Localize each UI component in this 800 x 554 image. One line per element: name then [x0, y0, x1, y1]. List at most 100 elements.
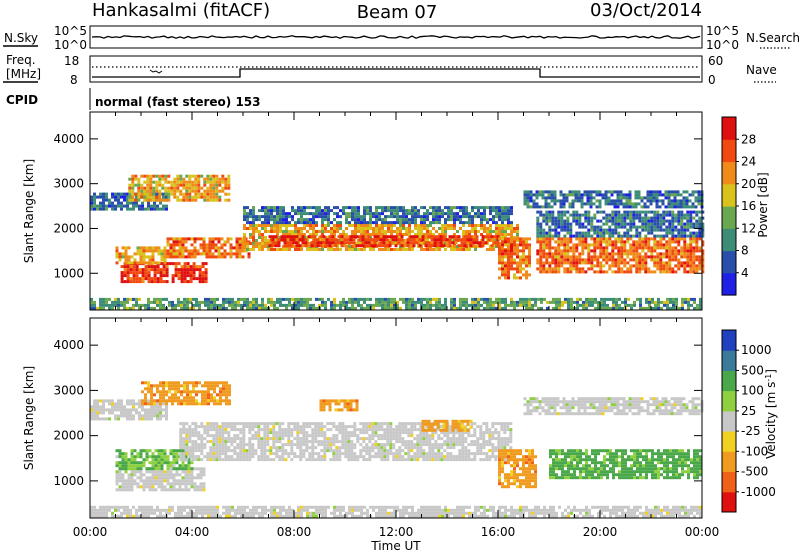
data-cell: [412, 238, 416, 242]
data-cell: [646, 193, 650, 197]
data-cell: [111, 204, 114, 208]
data-cell: [483, 300, 486, 304]
data-cell: [297, 248, 300, 251]
data-cell: [616, 196, 620, 200]
data-cell: [311, 440, 315, 444]
data-cell: [656, 264, 660, 268]
data-cell: [408, 218, 411, 222]
data-cell: [185, 183, 189, 187]
data-cell: [686, 246, 690, 250]
data-cell: [317, 443, 321, 447]
data-cell: [501, 243, 504, 247]
data-cell: [674, 270, 678, 274]
data-cell: [420, 242, 423, 245]
data-cell: [523, 193, 527, 197]
data-cell: [299, 458, 303, 462]
data-cell: [361, 241, 365, 245]
data-cell: [175, 482, 179, 486]
data-cell: [162, 297, 165, 301]
data-cell: [695, 258, 699, 262]
data-cell: [266, 455, 270, 459]
data-cell: [230, 428, 234, 432]
data-cell: [175, 473, 179, 477]
data-cell: [375, 218, 378, 222]
data-cell: [614, 264, 618, 268]
data-cell: [139, 464, 143, 468]
data-cell: [587, 228, 591, 232]
data-cell: [343, 241, 347, 245]
data-cell: [498, 215, 501, 219]
data-cell: [599, 252, 603, 256]
data-cell: [662, 216, 666, 220]
data-cell: [393, 221, 396, 225]
data-cell: [287, 425, 291, 429]
data-cell: [315, 206, 318, 210]
data-cell: [306, 303, 309, 307]
data-cell: [139, 449, 143, 453]
data-cell: [202, 252, 206, 256]
data-cell: [187, 461, 191, 465]
data-cell: [659, 270, 663, 274]
data-cell: [457, 235, 461, 239]
data-cell: [593, 231, 597, 235]
data-cell: [279, 248, 282, 251]
data-cell: [424, 241, 428, 245]
data-cell: [635, 210, 639, 214]
data-cell: [302, 425, 306, 429]
data-cell: [679, 193, 683, 197]
data-cell: [406, 244, 410, 248]
data-cell: [510, 249, 513, 253]
data-cell: [227, 434, 231, 438]
data-cell: [463, 235, 467, 239]
data-cell: [662, 222, 666, 226]
data-cell: [498, 267, 501, 271]
data-cell: [361, 235, 365, 239]
data-cell: [184, 255, 188, 259]
data-cell: [300, 215, 303, 219]
data-cell: [510, 236, 513, 239]
data-cell: [312, 303, 315, 307]
data-cell: [343, 235, 347, 239]
data-cell: [166, 240, 170, 244]
data-cell: [507, 261, 510, 265]
data-cell: [197, 183, 201, 187]
data-cell: [611, 243, 615, 247]
data-cell: [692, 237, 696, 241]
data-cell: [170, 192, 174, 196]
data-cell: [148, 249, 152, 253]
data-cell: [299, 428, 303, 432]
data-cell: [136, 485, 140, 489]
data-cell: [328, 235, 332, 239]
data-cell: [163, 473, 167, 477]
colorbar-swatch: [722, 161, 736, 185]
data-cell: [102, 195, 105, 199]
data-cell: [133, 482, 137, 486]
data-cell: [146, 174, 150, 178]
data-cell: [227, 437, 231, 441]
data-cell: [701, 270, 705, 274]
data-cell: [181, 464, 185, 468]
data-cell: [334, 238, 338, 242]
data-cell: [529, 199, 533, 203]
data-cell: [243, 233, 246, 236]
data-cell: [203, 177, 207, 181]
data-cell: [581, 231, 585, 235]
data-cell: [575, 243, 579, 247]
data-cell: [243, 297, 246, 301]
data-cell: [592, 196, 596, 200]
data-cell: [474, 227, 477, 230]
data-cell: [276, 218, 279, 222]
data-cell: [620, 219, 624, 223]
data-cell: [242, 443, 246, 447]
data-cell: [694, 205, 698, 209]
data-cell: [468, 233, 471, 236]
data-cell: [552, 300, 555, 304]
data-cell: [230, 458, 234, 462]
data-cell: [492, 218, 495, 222]
nave-tick-bottom: 0: [708, 73, 716, 87]
data-cell: [542, 270, 546, 274]
data-cell: [550, 190, 554, 194]
data-cell: [129, 280, 133, 284]
data-cell: [486, 233, 489, 236]
data-cell: [447, 209, 450, 213]
